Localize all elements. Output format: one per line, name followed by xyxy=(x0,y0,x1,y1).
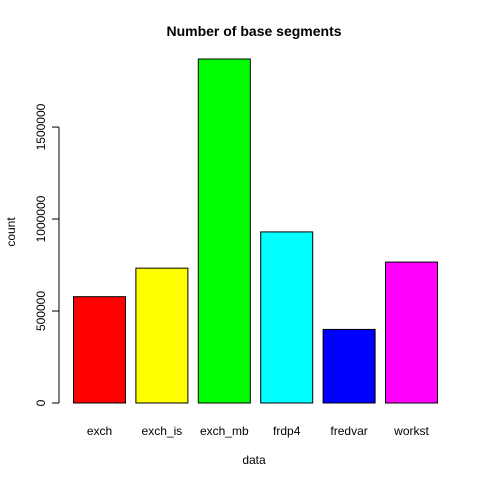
y-tick-label: 500000 xyxy=(34,291,48,331)
bar-fredvar xyxy=(322,328,376,404)
y-tick-label: 1500000 xyxy=(34,103,48,150)
bars-group xyxy=(73,58,438,404)
bar-exch-mb xyxy=(197,58,251,404)
x-tick-label: exch_is xyxy=(142,424,183,438)
y-axis: 0 500000 1000000 1500000 xyxy=(34,103,60,406)
x-tick-label: exch_mb xyxy=(200,424,249,438)
x-tick-labels: exch exch_is exch_mb frdp4 fredvar workst xyxy=(87,424,430,438)
x-tick-label: exch xyxy=(87,424,112,438)
x-tick-label: frdp4 xyxy=(273,424,301,438)
x-tick-label: workst xyxy=(393,424,429,438)
x-tick-label: fredvar xyxy=(330,424,367,438)
bar-workst xyxy=(385,261,438,404)
y-tick-label: 0 xyxy=(34,399,48,406)
bar-exch-is xyxy=(135,267,189,404)
y-axis-label: count xyxy=(4,217,18,247)
x-axis-label: data xyxy=(242,453,266,467)
y-tick-label: 1000000 xyxy=(34,195,48,242)
bar-frdp4 xyxy=(260,231,314,404)
chart-title: Number of base segments xyxy=(166,23,341,39)
bar-exch xyxy=(73,296,126,404)
